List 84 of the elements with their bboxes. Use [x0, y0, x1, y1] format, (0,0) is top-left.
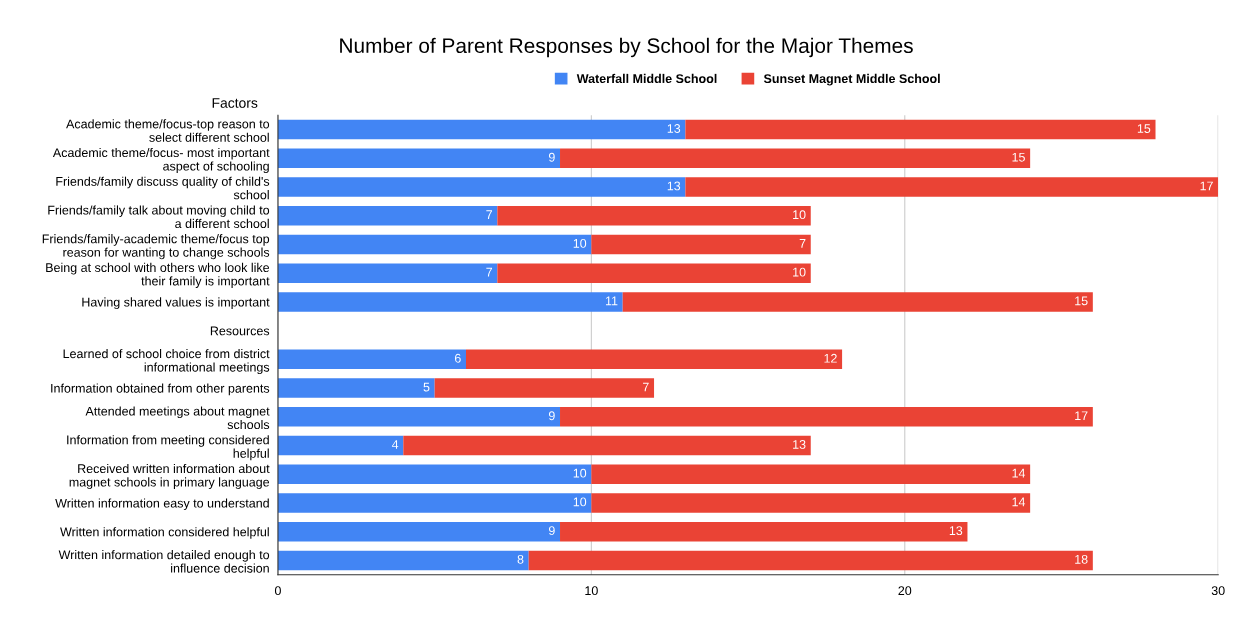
- y-tick-label: Being at school with others who look like their family is important: [46, 262, 270, 288]
- y-tick-label: Information from meeting considered helpful: [67, 435, 269, 461]
- bar: [560, 148, 1031, 169]
- bar: [277, 263, 498, 283]
- bar: [685, 177, 1219, 197]
- data-label: 13: [667, 181, 681, 191]
- legend-label: Waterfall Middle School: [576, 73, 717, 84]
- data-label: 15: [1012, 152, 1025, 162]
- y-tick-label: Learned of school choice from district informational meetings: [63, 348, 270, 375]
- y-tick-label: Written information easy to understand: [55, 498, 269, 511]
- data-label: 7: [486, 267, 493, 277]
- bar: [622, 292, 1093, 312]
- data-label: 9: [548, 526, 555, 536]
- data-label: 12: [824, 353, 837, 363]
- y-tick-label: Written information considered helpful: [60, 527, 269, 539]
- y-axis-title: Factors: [212, 98, 258, 108]
- bar: [277, 234, 592, 255]
- data-label: 9: [548, 152, 555, 162]
- data-label: 6: [454, 353, 461, 363]
- data-label: 5: [423, 382, 430, 392]
- data-label: 18: [1075, 554, 1088, 564]
- bar: [591, 493, 1031, 513]
- data-label: 10: [793, 210, 806, 220]
- bar: [277, 205, 498, 226]
- bar: [277, 521, 561, 542]
- bar: [465, 349, 843, 370]
- bar: [277, 435, 404, 456]
- data-label: 13: [793, 440, 806, 449]
- bar: [277, 378, 435, 398]
- y-tick-label: Information obtained from other parents: [51, 383, 270, 396]
- data-label: 15: [1075, 296, 1088, 306]
- bar: [277, 464, 592, 484]
- legend-label: Sunset Magnet Middle School: [763, 73, 940, 86]
- bar: [277, 407, 561, 427]
- bar: [403, 435, 811, 456]
- y-tick-label: Academic theme/focus-top reason to select different school: [66, 119, 270, 142]
- bar: [277, 349, 466, 370]
- bar: [497, 205, 811, 226]
- data-label: 13: [667, 124, 681, 133]
- data-label: 8: [517, 554, 524, 564]
- data-label: 9: [548, 411, 555, 421]
- y-tick-label: Friends/family discuss quality of child's school: [56, 176, 270, 200]
- data-label: 10: [573, 497, 587, 507]
- data-label: 10: [573, 468, 587, 478]
- y-tick-label: Received written information about magnet schools in primary language: [69, 463, 270, 489]
- bar: [277, 148, 561, 169]
- bar: [560, 407, 1093, 427]
- data-label: 7: [486, 210, 493, 219]
- x-tick-label: 10: [585, 586, 598, 596]
- data-label: 17: [1075, 411, 1088, 421]
- data-label: 7: [643, 382, 649, 392]
- data-label: 14: [1012, 497, 1026, 507]
- data-label: 7: [799, 239, 806, 248]
- bar: [277, 177, 686, 197]
- data-label: 10: [573, 238, 587, 248]
- bar: [591, 464, 1031, 484]
- chart-title: Number of Parent Responses by School for the Major Themes: [340, 37, 913, 58]
- y-tick-label: Friends/family talk about moving child to a different school: [48, 205, 270, 229]
- x-tick-label: 30: [1211, 586, 1225, 596]
- y-tick-label: Resources: [210, 326, 270, 336]
- bar: [560, 521, 968, 542]
- bar: [277, 292, 623, 312]
- bar: [277, 119, 686, 140]
- data-label: 15: [1137, 124, 1151, 133]
- data-label: 11: [605, 296, 618, 306]
- bar: [528, 550, 1093, 571]
- bar: [497, 263, 811, 283]
- bar: [277, 550, 529, 571]
- y-tick-label: Attended meetings about magnet schools: [85, 406, 270, 430]
- y-tick-label: Friends/family-academic theme/focus top reason for wanting to change schools: [42, 234, 270, 260]
- data-label: 14: [1012, 468, 1026, 478]
- y-tick-label: Academic theme/focus- most important aspect of schooling: [52, 147, 270, 174]
- bar: [277, 493, 592, 513]
- x-tick-label: 20: [898, 586, 912, 596]
- bar: [685, 119, 1156, 140]
- x-tick-label: 0: [274, 586, 281, 596]
- data-label: 17: [1200, 181, 1213, 191]
- data-label: 13: [949, 526, 963, 536]
- data-label: 4: [391, 440, 399, 449]
- data-label: 10: [793, 267, 806, 277]
- bar: [434, 378, 655, 398]
- y-tick-label: Written information detailed enough to influence decision: [58, 550, 270, 573]
- y-tick-label: Having shared values is important: [82, 297, 270, 310]
- bar: [591, 234, 811, 255]
